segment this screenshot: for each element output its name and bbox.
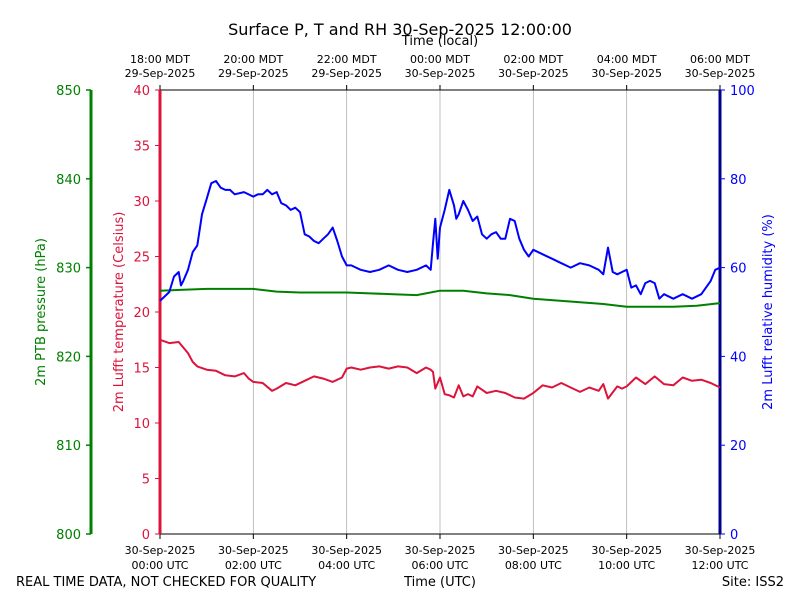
x-tick-label-top-time: 20:00 MDT: [223, 53, 283, 66]
humidity-axis-label: 2m Lufft relative humidity (%): [761, 214, 776, 410]
x-tick-label-bottom-date: 30-Sep-2025: [498, 544, 569, 557]
top-axis-label: Time (local): [401, 34, 479, 49]
x-tick-label-bottom-time: 04:00 UTC: [318, 559, 375, 572]
temperature-series-line: [159, 338, 721, 400]
x-tick-label-top-date: 29-Sep-2025: [311, 67, 382, 80]
chart-title: Surface P, T and RH 30-Sep-2025 12:00:00: [228, 20, 572, 39]
temperature-axis-label: 2m Lufft temperature (Celsius): [112, 212, 127, 413]
temperature-axis-tick-label: 0: [142, 528, 150, 543]
x-tick-label-top-time: 06:00 MDT: [690, 53, 750, 66]
pressure-axis-tick-label: 820: [56, 350, 81, 365]
humidity-axis-tick-label: 0: [730, 528, 738, 543]
x-tick-label-bottom-time: 02:00 UTC: [225, 559, 282, 572]
x-tick-label-bottom-time: 10:00 UTC: [598, 559, 655, 572]
pressure-axis-tick-label: 830: [56, 262, 81, 277]
x-tick-label-top-date: 29-Sep-2025: [218, 67, 289, 80]
pressure-axis-tick-label: 840: [56, 173, 81, 188]
humidity-series-line: [159, 180, 721, 302]
x-tick-label-bottom-time: 12:00 UTC: [691, 559, 748, 572]
humidity-axis-tick-label: 60: [730, 262, 747, 277]
temperature-axis-tick-label: 10: [133, 417, 150, 432]
x-tick-label-top-time: 02:00 MDT: [503, 53, 563, 66]
x-tick-label-top-time: 18:00 MDT: [130, 53, 190, 66]
x-tick-label-bottom-date: 30-Sep-2025: [685, 544, 756, 557]
x-tick-label-top-time: 04:00 MDT: [597, 53, 657, 66]
temperature-axis-tick-label: 20: [133, 306, 150, 321]
pressure-series-line: [159, 287, 721, 308]
humidity-axis-tick-label: 100: [730, 84, 755, 99]
bottom-axis-label: Time (UTC): [404, 575, 476, 590]
humidity-axis-tick-label: 40: [730, 350, 747, 365]
x-tick-label-bottom-time: 00:00 UTC: [131, 559, 188, 572]
humidity-axis-tick-label: 20: [730, 439, 747, 454]
x-tick-label-bottom-date: 30-Sep-2025: [405, 544, 476, 557]
x-tick-label-top-date: 30-Sep-2025: [498, 67, 569, 80]
pressure-axis-tick-label: 850: [56, 84, 81, 99]
x-tick-label-bottom-date: 30-Sep-2025: [311, 544, 382, 557]
temperature-axis-tick-label: 15: [133, 362, 150, 377]
x-tick-label-top-time: 22:00 MDT: [317, 53, 377, 66]
temperature-axis-tick-label: 5: [142, 473, 150, 488]
quality-disclaimer: REAL TIME DATA, NOT CHECKED FOR QUALITY: [16, 575, 317, 590]
x-tick-label-bottom-date: 30-Sep-2025: [218, 544, 289, 557]
site-label: Site: ISS2: [721, 575, 784, 590]
pressure-axis-tick-label: 800: [56, 528, 81, 543]
x-tick-label-top-time: 00:00 MDT: [410, 53, 470, 66]
x-tick-label-bottom-date: 30-Sep-2025: [591, 544, 662, 557]
x-tick-label-bottom-date: 30-Sep-2025: [125, 544, 196, 557]
temperature-axis-tick-label: 30: [133, 195, 150, 210]
x-tick-label-top-date: 29-Sep-2025: [125, 67, 196, 80]
x-tick-label-top-date: 30-Sep-2025: [685, 67, 756, 80]
x-tick-label-top-date: 30-Sep-2025: [405, 67, 476, 80]
temperature-axis-tick-label: 40: [133, 84, 150, 99]
x-tick-label-top-date: 30-Sep-2025: [591, 67, 662, 80]
humidity-axis-tick-label: 80: [730, 173, 747, 188]
pressure-axis-label: 2m PTB pressure (hPa): [34, 238, 49, 386]
temperature-axis-tick-label: 25: [133, 251, 150, 266]
temperature-axis-tick-label: 35: [133, 140, 150, 155]
pressure-axis-tick-label: 810: [56, 439, 81, 454]
x-tick-label-bottom-time: 08:00 UTC: [505, 559, 562, 572]
x-tick-label-bottom-time: 06:00 UTC: [411, 559, 468, 572]
